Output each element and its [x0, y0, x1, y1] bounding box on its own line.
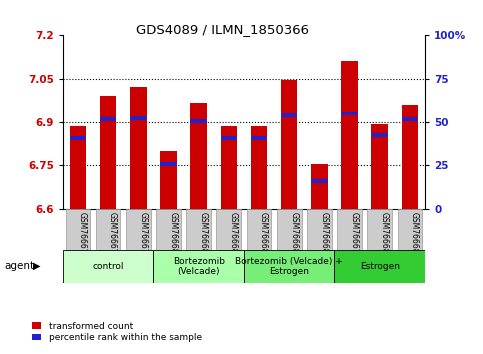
Text: Estrogen: Estrogen — [360, 262, 400, 271]
Text: GSM766681: GSM766681 — [410, 212, 419, 258]
Bar — [371, 124, 388, 209]
Bar — [70, 126, 86, 209]
Bar — [186, 209, 211, 250]
Bar — [190, 103, 207, 209]
Text: GSM766679: GSM766679 — [350, 212, 358, 259]
Text: GSM766687: GSM766687 — [319, 212, 328, 258]
Bar — [63, 250, 154, 283]
Text: GSM766682: GSM766682 — [169, 212, 177, 258]
Bar — [66, 209, 90, 250]
Bar — [311, 164, 327, 209]
Bar — [334, 250, 425, 283]
Bar — [402, 105, 418, 209]
Bar — [70, 136, 86, 140]
Text: GSM766685: GSM766685 — [259, 212, 268, 258]
Bar — [247, 209, 271, 250]
Text: control: control — [92, 262, 124, 271]
Text: agent: agent — [5, 261, 35, 271]
Bar — [402, 117, 418, 121]
Bar — [126, 209, 151, 250]
Bar — [398, 209, 422, 250]
Bar — [371, 133, 388, 137]
Bar — [311, 179, 327, 183]
Text: Bortezomib
(Velcade): Bortezomib (Velcade) — [172, 257, 225, 276]
Text: GSM766684: GSM766684 — [229, 212, 238, 258]
Bar — [160, 151, 177, 209]
Text: Bortezomib (Velcade) +
Estrogen: Bortezomib (Velcade) + Estrogen — [235, 257, 343, 276]
Text: GDS4089 / ILMN_1850366: GDS4089 / ILMN_1850366 — [136, 23, 309, 36]
Bar — [190, 119, 207, 122]
Bar — [251, 136, 267, 140]
Text: GSM766678: GSM766678 — [138, 212, 147, 258]
Text: GSM766680: GSM766680 — [380, 212, 389, 258]
Bar — [281, 113, 298, 117]
Bar — [160, 162, 177, 166]
Bar — [281, 80, 298, 209]
Bar — [100, 117, 116, 121]
Text: GSM766676: GSM766676 — [78, 212, 87, 259]
Bar — [368, 209, 392, 250]
Bar — [244, 250, 334, 283]
Bar — [307, 209, 332, 250]
Bar — [221, 136, 237, 140]
Bar — [277, 209, 301, 250]
Bar — [341, 61, 358, 209]
Bar — [156, 209, 181, 250]
Bar — [251, 126, 267, 209]
Text: ▶: ▶ — [32, 261, 40, 271]
Text: GSM766686: GSM766686 — [289, 212, 298, 258]
Bar — [337, 209, 362, 250]
Bar — [154, 250, 244, 283]
Text: GSM766677: GSM766677 — [108, 212, 117, 259]
Bar — [130, 116, 146, 120]
Bar — [221, 126, 237, 209]
Bar — [216, 209, 241, 250]
Bar — [100, 96, 116, 209]
Bar — [341, 112, 358, 115]
Bar — [130, 87, 146, 209]
Text: GSM766683: GSM766683 — [199, 212, 208, 258]
Bar — [96, 209, 120, 250]
Legend: transformed count, percentile rank within the sample: transformed count, percentile rank withi… — [28, 318, 205, 346]
